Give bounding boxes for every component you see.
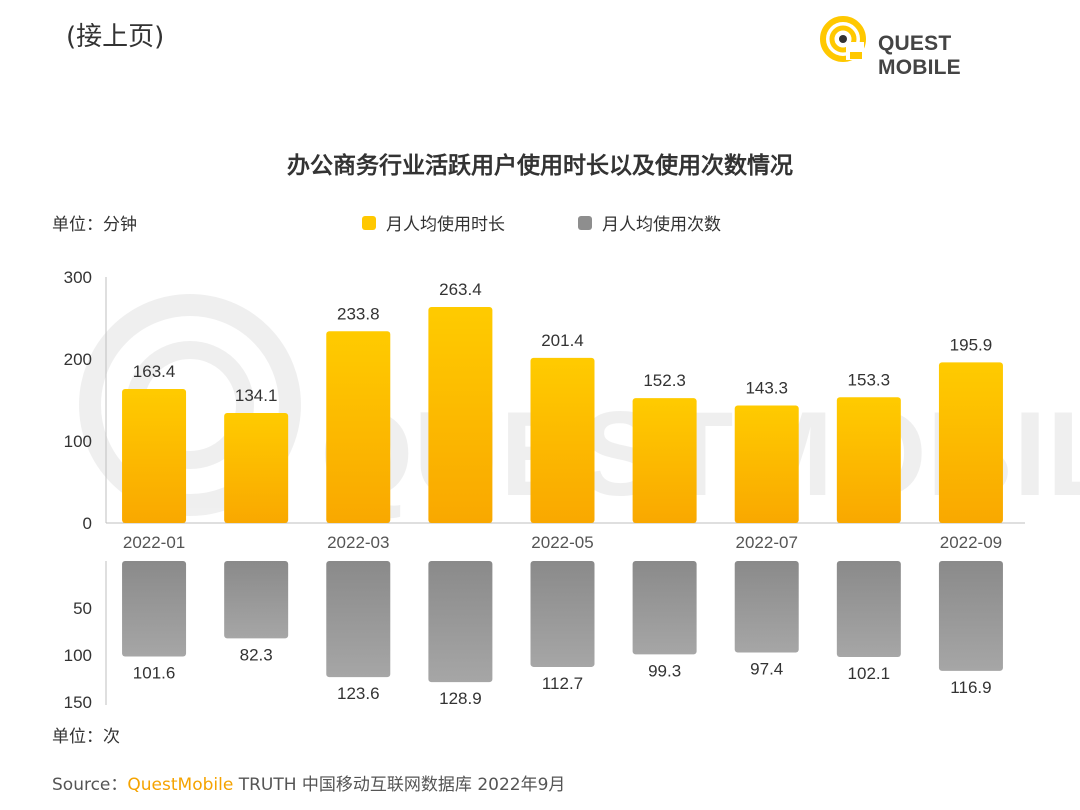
quest-mobile-logo: QUEST MOBILE (818, 14, 1038, 79)
count-value-label: 128.9 (439, 689, 482, 708)
count-value-label: 116.9 (950, 678, 991, 697)
count-value-label: 101.6 (133, 664, 176, 683)
count-value-label: 123.6 (337, 684, 380, 703)
count-value-label: 112.7 (542, 674, 583, 693)
duration-bar (632, 398, 697, 523)
bottom-unit-label: 单位：次 (52, 727, 120, 747)
duration-bar (530, 357, 595, 523)
logo-text: QUEST MOBILE (878, 32, 961, 79)
duration-value-label: 143.3 (745, 378, 788, 397)
legend-item-count: 月人均使用次数 (578, 210, 721, 235)
count-value-label: 97.4 (750, 660, 783, 679)
source-rest: TRUTH 中国移动互联网数据库 2022年9月 (233, 775, 566, 795)
duration-value-label: 201.4 (541, 331, 584, 350)
duration-value-label: 263.4 (439, 280, 482, 299)
x-tick-label: 2022-07 (736, 533, 798, 552)
bottom-y-tick-label: 150 (64, 693, 92, 712)
source-brand: QuestMobile (127, 775, 234, 795)
top-y-tick-label: 300 (64, 268, 92, 287)
x-tick-label: 2022-09 (940, 533, 1002, 552)
duration-bar (224, 413, 289, 523)
x-tick-label: 2022-03 (327, 533, 389, 552)
count-bar (632, 561, 697, 655)
source-prefix: Source： (52, 775, 128, 795)
top-y-tick-label: 100 (64, 432, 92, 451)
duration-bar (326, 331, 391, 523)
legend-item-duration: 月人均使用时长 (362, 210, 505, 235)
top-y-tick-label: 0 (83, 514, 92, 533)
count-bar (428, 561, 493, 683)
top-unit-label: 单位：分钟 (52, 215, 137, 235)
count-value-label: 99.3 (648, 661, 681, 680)
count-bar (326, 561, 391, 678)
logo-mark-icon (820, 16, 866, 62)
x-tick-label: 2022-01 (123, 533, 185, 552)
duration-bar (836, 397, 901, 523)
duration-bar (938, 362, 1003, 523)
duration-bar (428, 307, 493, 523)
count-bar (938, 561, 1003, 671)
source-line: Source：QuestMobile TRUTH 中国移动互联网数据库 2022… (52, 770, 565, 795)
count-bar (224, 561, 289, 639)
bottom-y-tick-label: 100 (64, 646, 92, 665)
count-value-label: 102.1 (848, 664, 891, 683)
legend-label-duration: 月人均使用时长 (386, 215, 505, 235)
continued-label: (接上页) (66, 22, 165, 52)
legend-swatch-gray (578, 215, 592, 230)
duration-bar (734, 405, 799, 523)
duration-value-label: 233.8 (337, 304, 380, 323)
count-bar (734, 561, 799, 653)
duration-value-label: 152.3 (643, 371, 686, 390)
count-bar (530, 561, 595, 667)
top-y-tick-label: 200 (64, 350, 92, 369)
count-bar (836, 561, 901, 657)
bottom-y-tick-label: 50 (73, 599, 92, 618)
chart-title: 办公商务行业活跃用户使用时长以及使用次数情况 (287, 153, 793, 179)
duration-value-label: 134.1 (235, 386, 278, 405)
legend-swatch-yellow (362, 215, 376, 230)
duration-value-label: 195.9 (950, 335, 993, 354)
x-tick-label: 2022-05 (531, 533, 593, 552)
duration-value-label: 163.4 (133, 362, 176, 381)
legend-label-count: 月人均使用次数 (602, 215, 721, 235)
count-bar (122, 561, 187, 657)
count-value-label: 82.3 (240, 645, 273, 664)
duration-bar (122, 389, 187, 523)
duration-value-label: 153.3 (848, 370, 891, 389)
